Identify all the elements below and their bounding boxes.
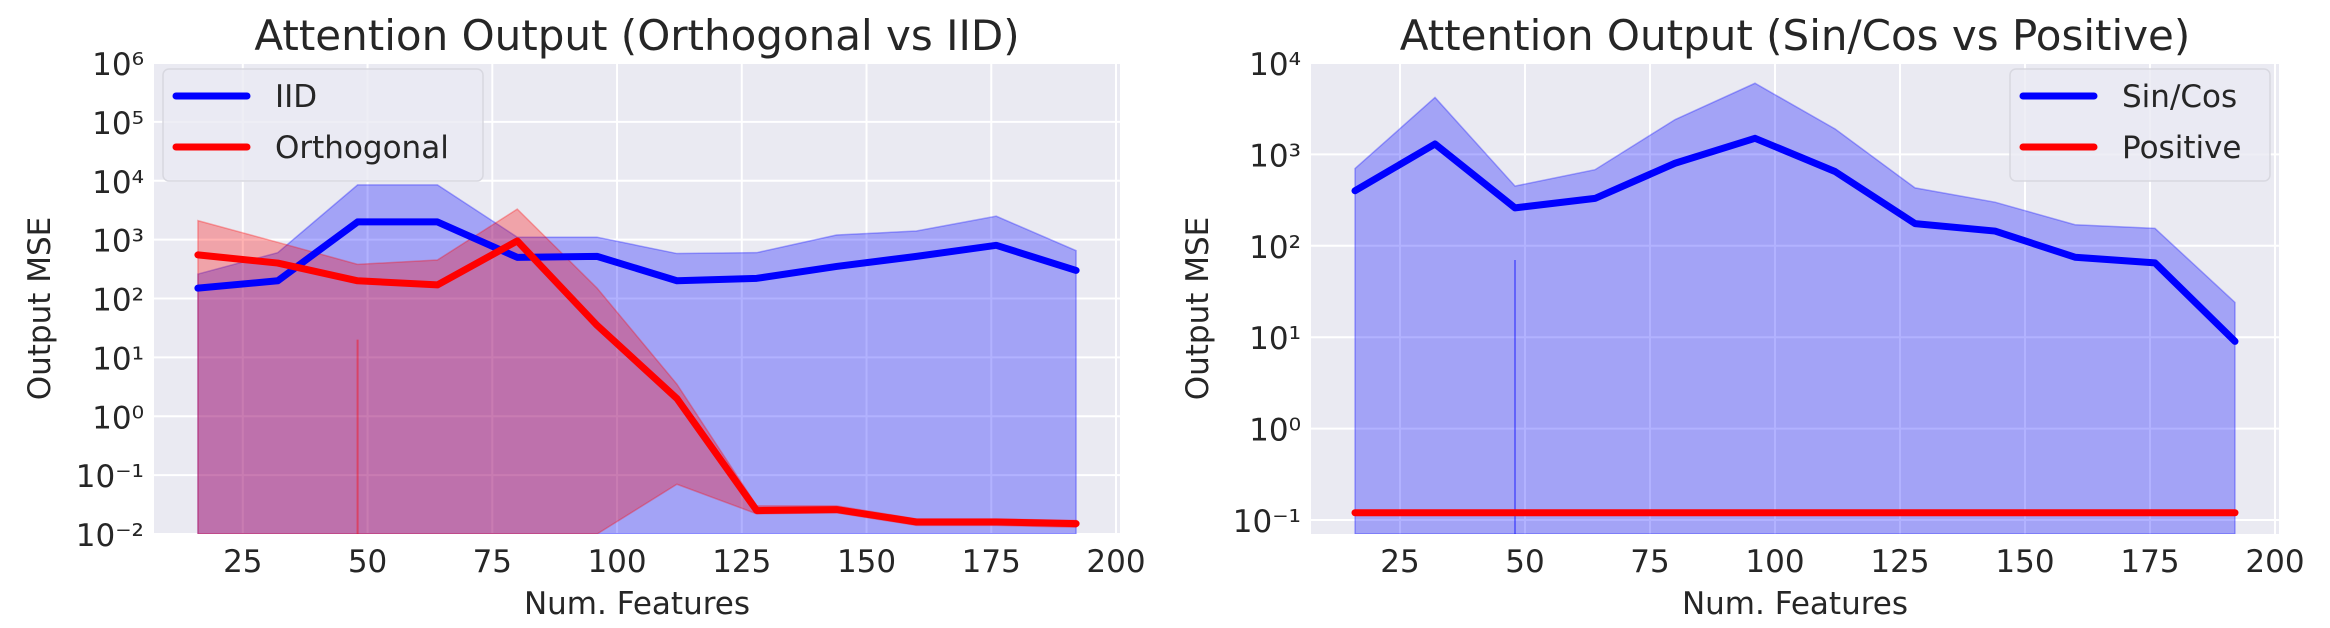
x-tick-label: 50 (1505, 544, 1544, 580)
x-tick-label: 150 (1995, 544, 2054, 580)
series-line-0 (1351, 134, 2239, 345)
y-tick-label: 10¹ (1249, 321, 1301, 357)
y-tick-label: 10⁶ (92, 47, 144, 83)
y-axis-label: Output MSE (1180, 217, 1216, 401)
x-tick-label: 150 (837, 544, 896, 580)
x-tick-label: 75 (1630, 544, 1669, 580)
chart-title: Attention Output (Sin/Cos vs Positive) (1400, 11, 2191, 60)
legend-label: Orthogonal (275, 130, 449, 166)
y-tick-label: 10⁴ (1249, 47, 1301, 83)
y-tick-label: 10³ (92, 224, 144, 260)
chart-panel-0: 25 50 75 100 125 150 175 200 10⁻² 10⁻¹ 10⁰ 10¹ 10² 10… (22, 11, 1146, 622)
y-axis-label: Output MSE (22, 217, 58, 401)
legend-label: IID (275, 79, 317, 115)
y-tick-label: 10⁰ (1249, 413, 1301, 449)
x-tick-label: 200 (2245, 544, 2304, 580)
chart-title: Attention Output (Orthogonal vs IID) (254, 11, 1019, 60)
y-tick-label: 10⁻¹ (1233, 504, 1301, 540)
y-tick-label: 10² (1249, 230, 1301, 266)
x-tick-label: 25 (1380, 544, 1419, 580)
x-tick-label: 100 (587, 544, 646, 580)
y-tick-label: 10² (92, 283, 144, 319)
legend-label: Positive (2122, 130, 2242, 166)
y-tick-label: 10⁻² (76, 518, 144, 554)
plot-series (1351, 82, 2239, 534)
y-tick-label: 10⁰ (92, 400, 144, 436)
x-axis-label: Num. Features (524, 586, 750, 622)
x-tick-label: 75 (473, 544, 512, 580)
x-tick-label: 175 (962, 544, 1021, 580)
confidence-band-0 (1354, 82, 2236, 534)
y-tick-label: 10³ (1249, 138, 1301, 174)
legend: Sin/Cos Positive (2009, 68, 2271, 182)
y-tick-label: 10¹ (92, 341, 144, 377)
series-line-0 (194, 218, 1080, 292)
series-line-1 (194, 237, 1080, 528)
x-axis-label: Num. Features (1682, 586, 1908, 622)
y-tick-label: 10⁵ (92, 106, 144, 142)
x-tick-label: 25 (223, 544, 262, 580)
chart-panel-1: 25 50 75 100 125 150 175 200 10⁻¹ 10⁰ 10¹ 10² 10³ 10⁴… (1180, 11, 2305, 622)
legend-label: Sin/Cos (2122, 79, 2237, 115)
plot-series (194, 184, 1080, 534)
x-tick-label: 175 (2120, 544, 2179, 580)
confidence-band-1 (197, 208, 1077, 534)
legend: IID Orthogonal (162, 68, 484, 182)
y-tick-label: 10⁴ (92, 165, 144, 201)
x-tick-label: 125 (712, 544, 771, 580)
x-tick-label: 100 (1745, 544, 1804, 580)
y-tick-label: 10⁻¹ (76, 459, 144, 495)
x-tick-label: 200 (1086, 544, 1145, 580)
x-tick-label: 50 (348, 544, 387, 580)
x-tick-label: 125 (1870, 544, 1929, 580)
